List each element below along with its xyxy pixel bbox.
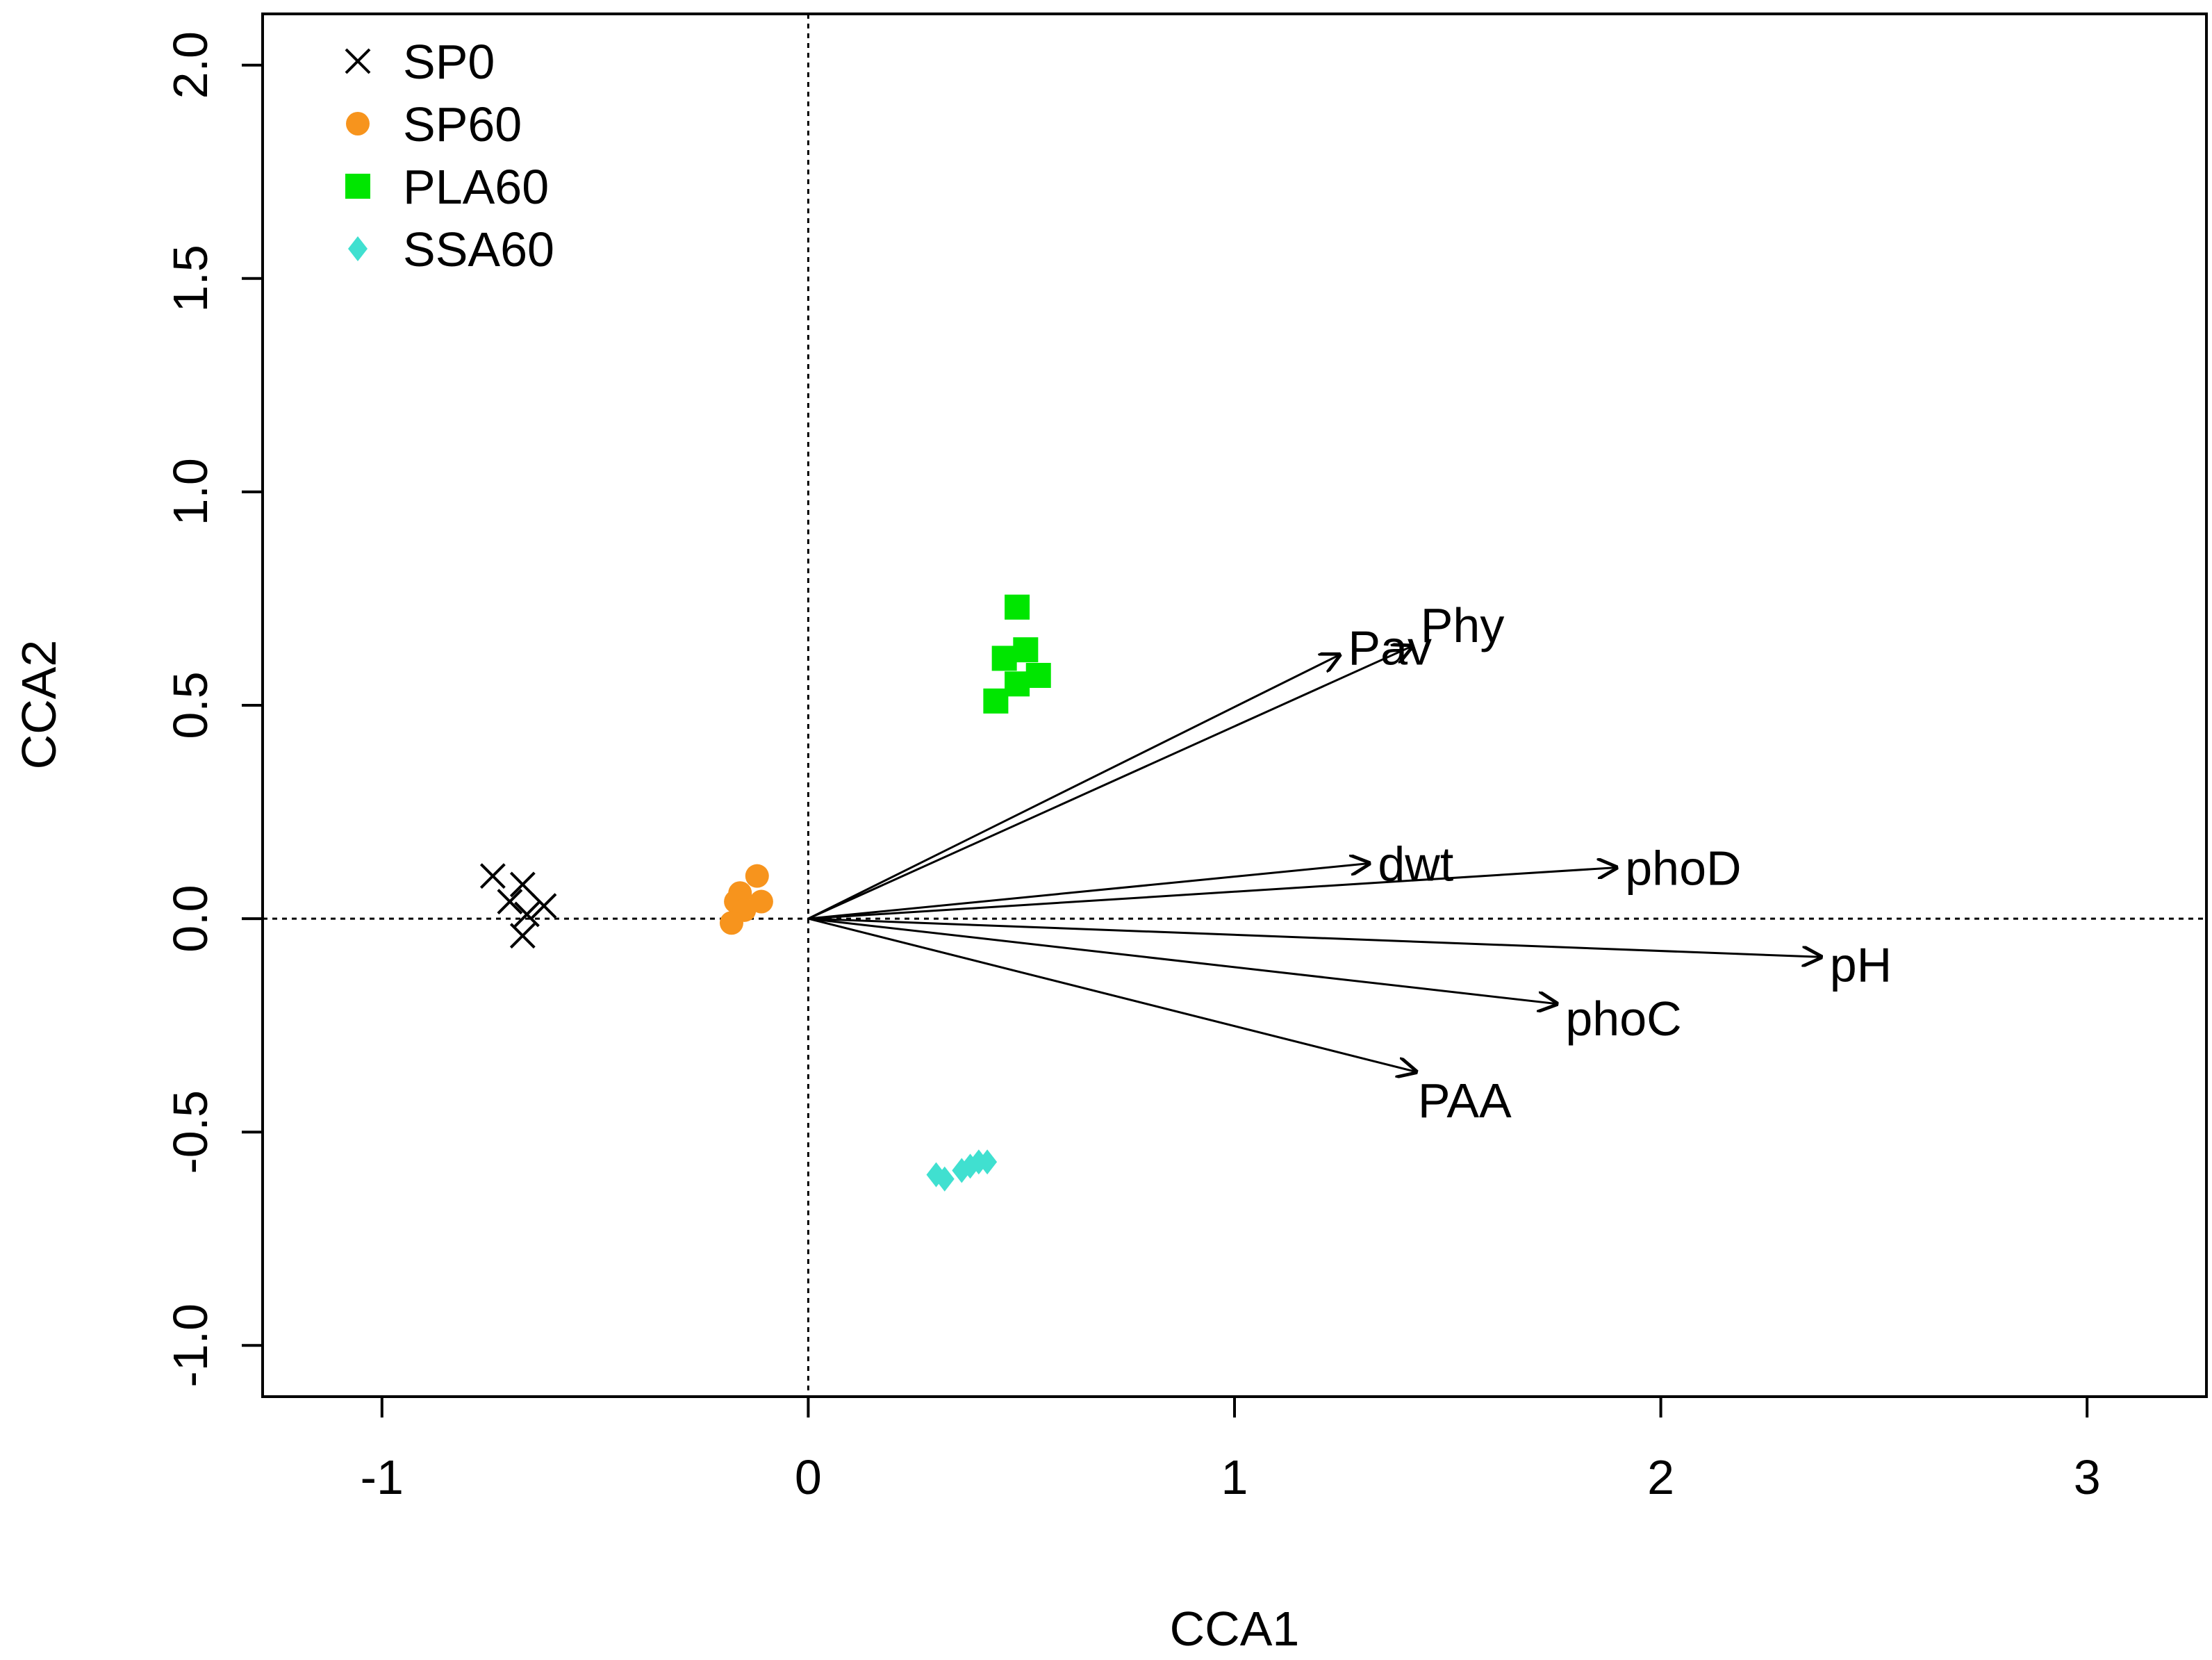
point-sp60 (745, 864, 769, 888)
x-tick-label: 2 (1647, 1450, 1674, 1504)
y-tick-label: 1.0 (163, 458, 217, 525)
point-sp0 (497, 889, 523, 914)
x-stroke (479, 863, 506, 889)
legend-label-sp60: SP60 (403, 97, 522, 151)
legend-marker-ssa60 (348, 236, 368, 261)
point-sp0 (509, 923, 536, 949)
point-pla60 (991, 646, 1017, 671)
vector-arrow-paa (808, 917, 1417, 1072)
vector-label-pav: Pav (1348, 621, 1432, 675)
y-tick-label: -0.5 (163, 1090, 217, 1174)
x-tick-label: -1 (361, 1450, 404, 1504)
point-pla60 (1025, 663, 1051, 689)
point-sp0 (514, 901, 540, 928)
x-stroke (509, 923, 536, 949)
y-tick-label: 1.5 (163, 245, 217, 312)
vector-arrow-phy (807, 646, 1413, 920)
vector-label-paa: PAA (1418, 1074, 1512, 1128)
reference-lines (263, 14, 2206, 1397)
point-pla60 (1005, 594, 1030, 620)
sample-points (479, 594, 1051, 1192)
point-sp0 (479, 863, 506, 889)
legend: SP0 SP60 PLA60 SSA60 (345, 35, 554, 277)
vector-label-phy: Phy (1421, 598, 1505, 652)
point-pla60 (1013, 637, 1039, 663)
point-sp0 (509, 871, 536, 898)
plot-area-frame (261, 13, 2208, 1398)
vector-arrow-phod (808, 867, 1618, 920)
vector-label-ph: pH (1830, 937, 1892, 992)
legend-marker-sp0 (345, 48, 371, 74)
y-tick-label: 0.5 (163, 671, 217, 739)
x-stroke (531, 893, 557, 919)
axes: -1 0 1 2 3 -1.0 -0.5 0.0 0.5 1.0 1.5 2.0 (163, 31, 2101, 1504)
y-tick-label: 2.0 (163, 31, 217, 99)
vector-arrow-dwt (808, 863, 1371, 920)
legend-label-pla60: PLA60 (403, 160, 549, 214)
x-tick-label: 3 (2074, 1450, 2101, 1504)
x-stroke (497, 889, 523, 914)
vector-arrow-ph (808, 917, 1822, 957)
point-pla60 (1005, 671, 1030, 697)
legend-label-sp0: SP0 (403, 35, 495, 89)
y-tick-label: 0.0 (163, 885, 217, 952)
point-sp0 (531, 893, 557, 919)
vector-label-phod: phoD (1625, 841, 1741, 895)
x-stroke (509, 871, 536, 898)
x-tick-label: 1 (1221, 1450, 1248, 1504)
x-stroke (345, 48, 371, 74)
vector-arrow-pav (807, 654, 1341, 920)
y-tick-label: -1.0 (163, 1304, 217, 1388)
y-axis-title: CCA2 (12, 640, 66, 770)
legend-marker-sp60 (346, 112, 370, 135)
vector-arrow-phoc (808, 917, 1558, 1004)
legend-label-ssa60: SSA60 (403, 222, 554, 277)
x-tick-label: 0 (795, 1450, 822, 1504)
legend-marker-pla60 (345, 174, 370, 199)
x-stroke (514, 901, 540, 928)
point-ssa60 (977, 1149, 998, 1175)
point-pla60 (983, 688, 1009, 714)
point-sp60 (719, 911, 743, 935)
vector-label-phoc: phoC (1565, 992, 1681, 1046)
point-ssa60 (934, 1166, 955, 1192)
x-axis-title: CCA1 (1170, 1602, 1300, 1656)
